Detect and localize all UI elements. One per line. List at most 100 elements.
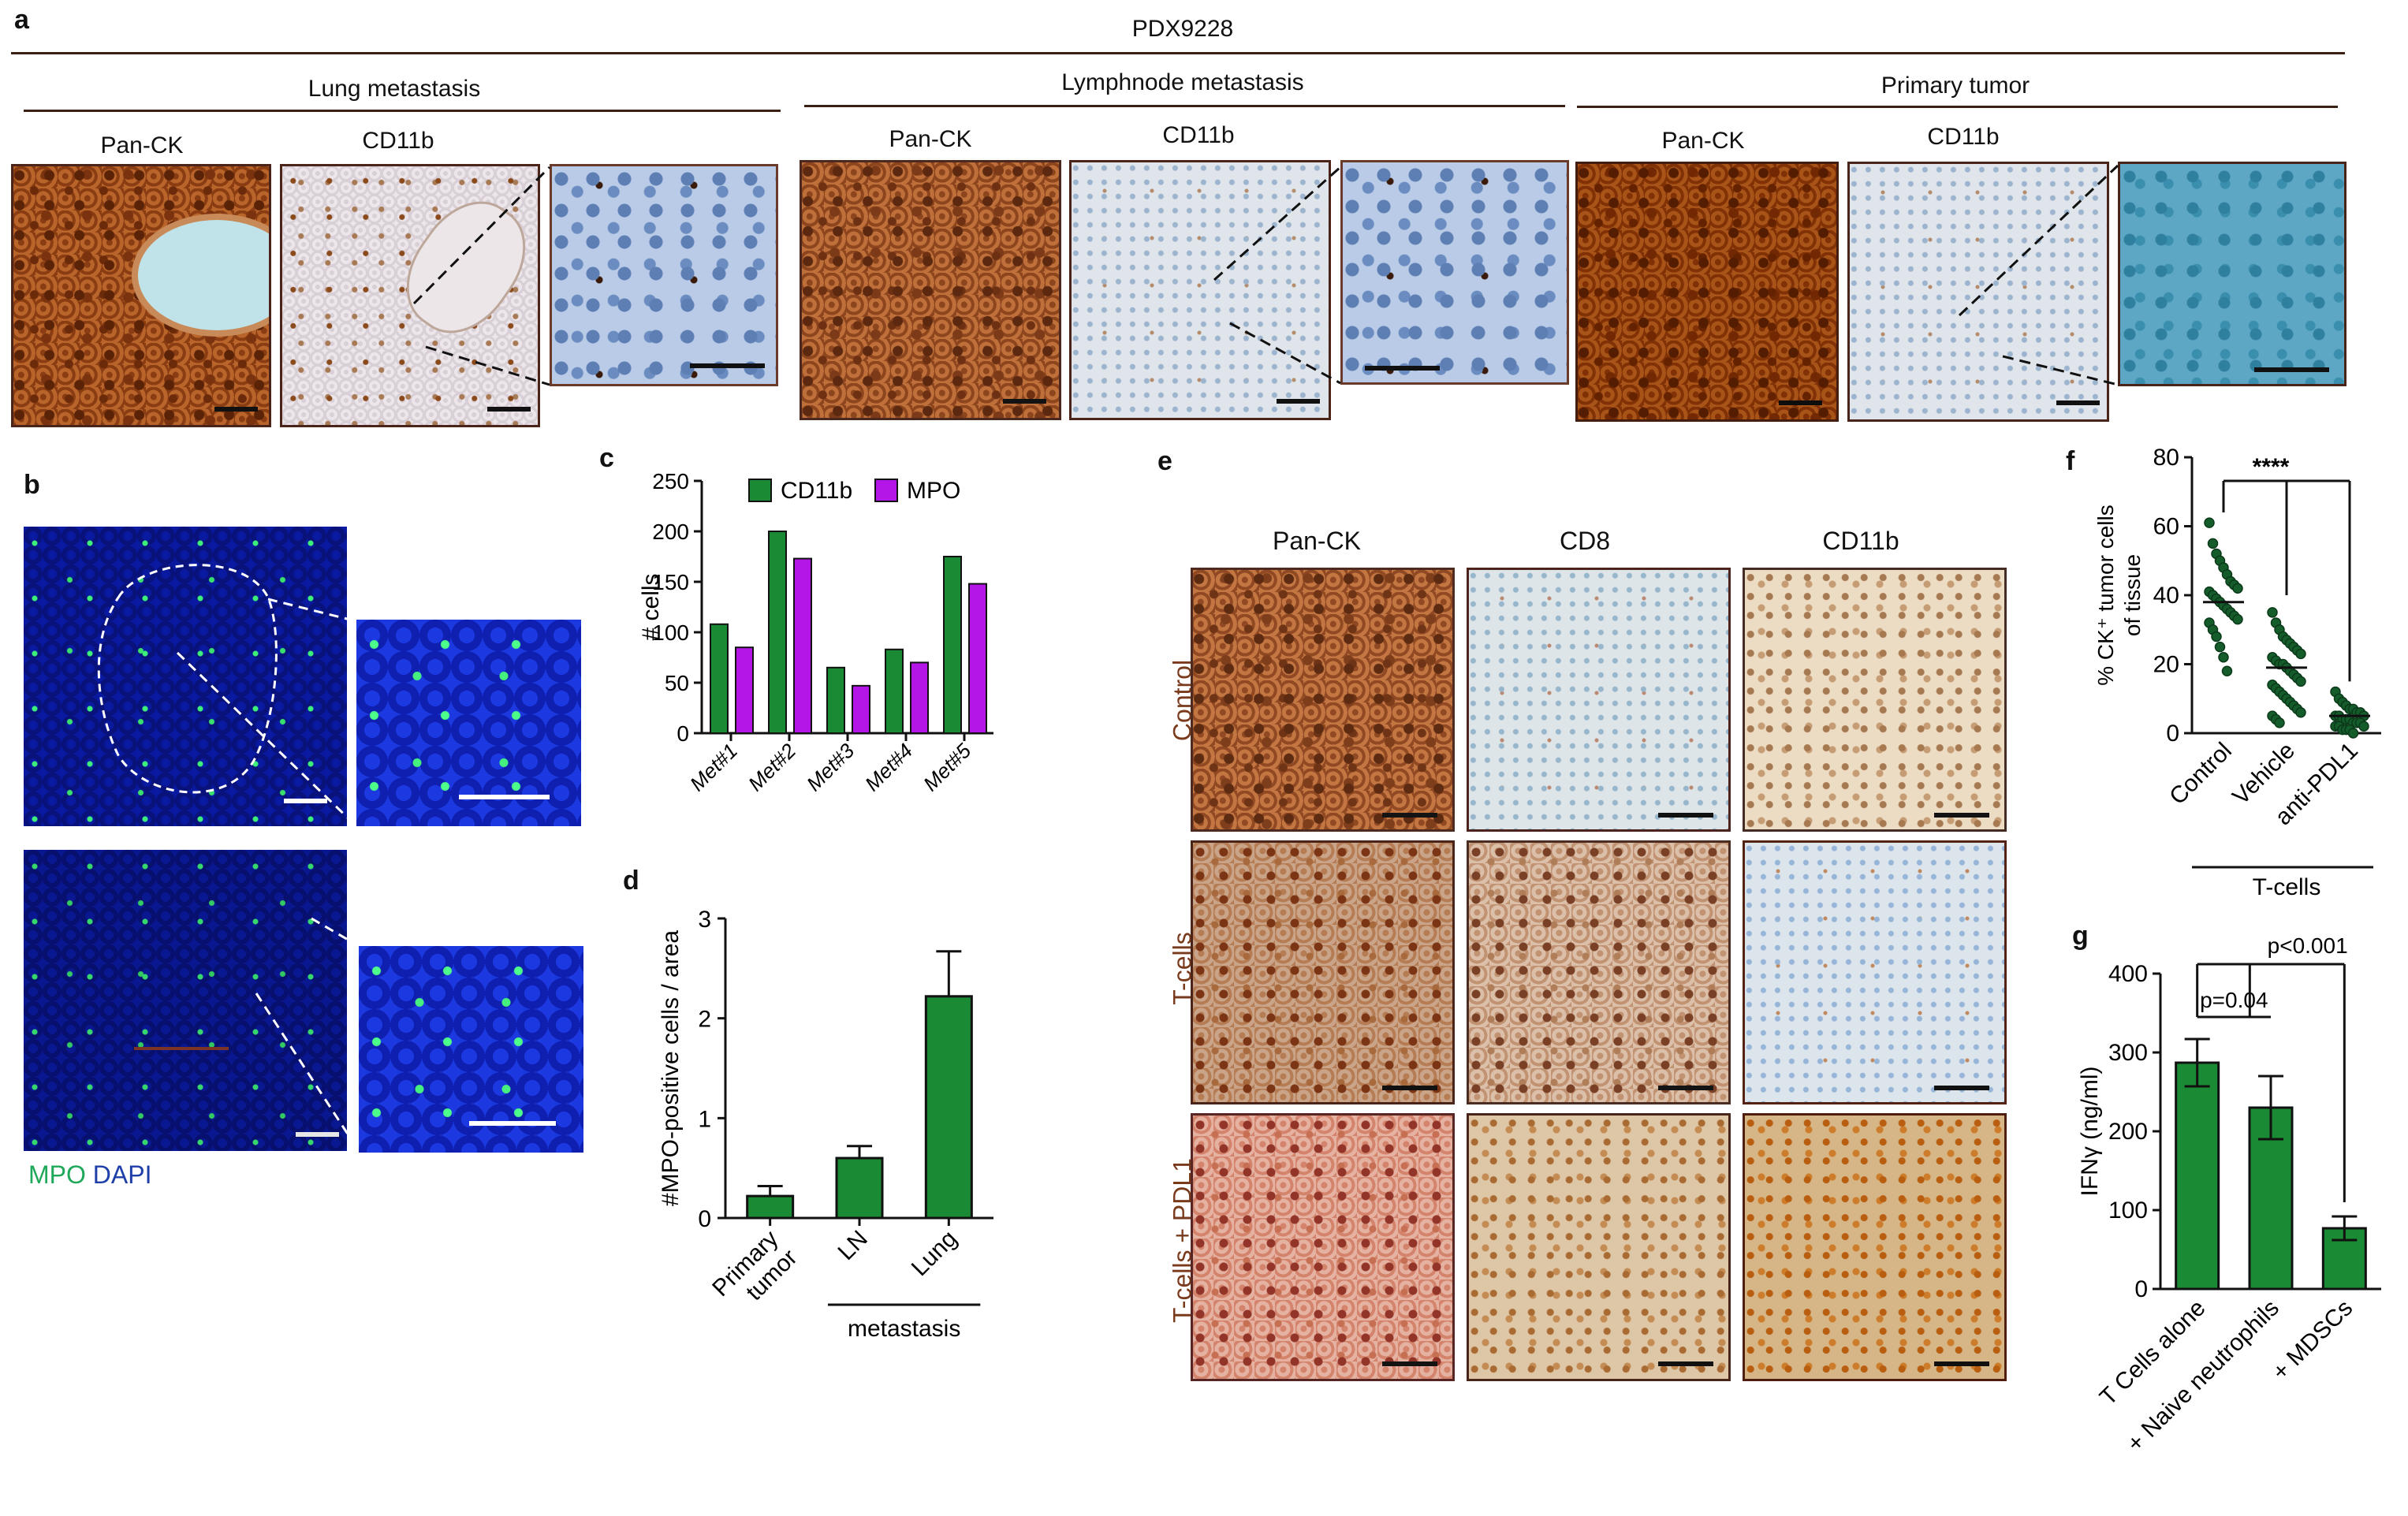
bar-cd11b [943, 556, 962, 734]
ln-cd11b-image [1069, 160, 1331, 420]
scale-bar [1658, 1361, 1713, 1366]
data-point [2358, 721, 2369, 732]
fluor-legend: MPO DAPI [28, 1160, 151, 1190]
group-label-lymphnode: Lymphnode metastasis [1061, 69, 1304, 95]
scale-bar [1003, 399, 1046, 404]
x-tick-label: + MDSCs [2268, 1295, 2358, 1386]
y-tick-label: 400 [2108, 961, 2148, 987]
ln-cd11b-zoom [1340, 160, 1569, 385]
y-tick-label: 200 [652, 520, 689, 544]
sublabel-lung-panck: Pan-CK [100, 132, 184, 158]
panel-a-zoom-lines [412, 164, 2119, 386]
sublabel-ln-panck: Pan-CK [889, 126, 972, 152]
legend-label-cd11b: CD11b [781, 478, 852, 504]
scale-bar [2056, 400, 2100, 405]
bar-cd11b [710, 623, 729, 734]
data-point [2295, 648, 2306, 660]
x-tick-label: Control [2164, 738, 2237, 810]
y-tick-label: 100 [652, 620, 689, 645]
primary-panck-image [1575, 162, 1839, 422]
scale-bar [214, 407, 258, 412]
y-tick-label: 250 [652, 469, 689, 494]
data-point [2218, 652, 2229, 663]
lung-cd11b-zoom [550, 164, 778, 386]
y-tick-label: 80 [2153, 445, 2179, 471]
e-pdl1-panck [1191, 1113, 1455, 1381]
chart-f: 0 20 40 60 80 % CK⁺ tumor cells of tissue Contr… [2093, 445, 2381, 900]
panel-g-letter: g [2072, 921, 2089, 951]
x-tick-label: Met#5 [919, 739, 976, 796]
panel-b-zoom-lines [176, 598, 360, 1152]
y-tick-label: 300 [2108, 1040, 2148, 1066]
bar-mpo [968, 583, 987, 734]
y-tick-label: 2 [698, 1007, 711, 1033]
data-point [2267, 607, 2278, 618]
scale-bar [1934, 1361, 1989, 1366]
lung-panck-image [11, 164, 271, 427]
e-control-cd8 [1467, 568, 1731, 832]
scale-bar [690, 363, 765, 368]
fluor-zoom-top [356, 620, 581, 826]
vessel-shape [132, 214, 269, 337]
bar [746, 1194, 795, 1220]
scale-bar [1382, 1361, 1437, 1366]
y-tick-label: 0 [677, 721, 689, 746]
bar-cd11b [885, 648, 904, 734]
bar-mpo [735, 646, 754, 734]
x-tick-label: Met#4 [860, 739, 917, 795]
bar [835, 1157, 884, 1220]
legend-swatch-mpo [874, 479, 898, 502]
fluor-zoom-bottom [359, 946, 583, 1153]
scale-bar [296, 1132, 339, 1137]
bar-mpo [793, 557, 812, 734]
bar-cd11b [768, 531, 787, 734]
data-point [2232, 613, 2243, 625]
y-axis-label: #MPO-positive cells / area [658, 930, 684, 1206]
y-tick-label: 200 [2108, 1119, 2148, 1145]
scale-bar [469, 1121, 556, 1126]
group-label-primary: Primary tumor [1881, 73, 2030, 99]
group-rule-lymphnode [804, 105, 1565, 107]
bar-cd11b [826, 666, 845, 734]
legend-swatch-cd11b [748, 479, 772, 502]
panel-c-letter: c [599, 443, 614, 473]
group-rule-primary [1577, 106, 2338, 108]
y-tick-label: 50 [665, 671, 689, 695]
artifact-line [134, 1047, 229, 1050]
panel-a-title: PDX9228 [1131, 16, 1234, 42]
lung-cd11b-image [280, 164, 540, 427]
scale-bar [1277, 399, 1320, 404]
chart-d: 0 1 2 3 #MPO-positive cells / area Primarytum… [658, 907, 993, 1342]
scale-bar [1934, 1086, 1989, 1090]
fluor-image-top [24, 527, 347, 826]
data-point [2204, 517, 2215, 528]
bar-mpo [910, 661, 929, 734]
data-point [2221, 665, 2233, 676]
e-col-panck: Pan-CK [1272, 527, 1362, 555]
bar-mpo [852, 684, 870, 734]
legend-mpo: MPO [28, 1160, 86, 1189]
scale-bar [1779, 400, 1822, 405]
scale-bar [1382, 813, 1437, 818]
p-value-label: p=0.04 [2200, 988, 2268, 1012]
data-point [2295, 707, 2306, 718]
p-value-label: p<0.001 [2268, 933, 2348, 958]
data-point [2274, 717, 2285, 728]
bar [924, 995, 973, 1220]
y-axis-label: % CK⁺ tumor cells of tissue [2093, 505, 2145, 686]
scale-bar [459, 795, 550, 799]
scale-bar [1934, 813, 1989, 818]
scale-bar [1382, 1086, 1437, 1090]
x-tick-label: Met#1 [685, 739, 742, 795]
y-tick-label: 20 [2153, 652, 2179, 678]
x-tick-label: Met#3 [802, 739, 859, 796]
y-tick-label: 3 [698, 907, 711, 933]
sublabel-ln-cd11b: CD11b [1162, 122, 1235, 148]
legend-label-mpo: MPO [907, 478, 960, 504]
significance-label: **** [2253, 454, 2290, 480]
scale-bar [1658, 1086, 1713, 1090]
primary-cd11b-zoom [2118, 162, 2346, 386]
legend-dapi: DAPI [92, 1160, 152, 1189]
group-label-lung: Lung metastasis [308, 76, 481, 102]
